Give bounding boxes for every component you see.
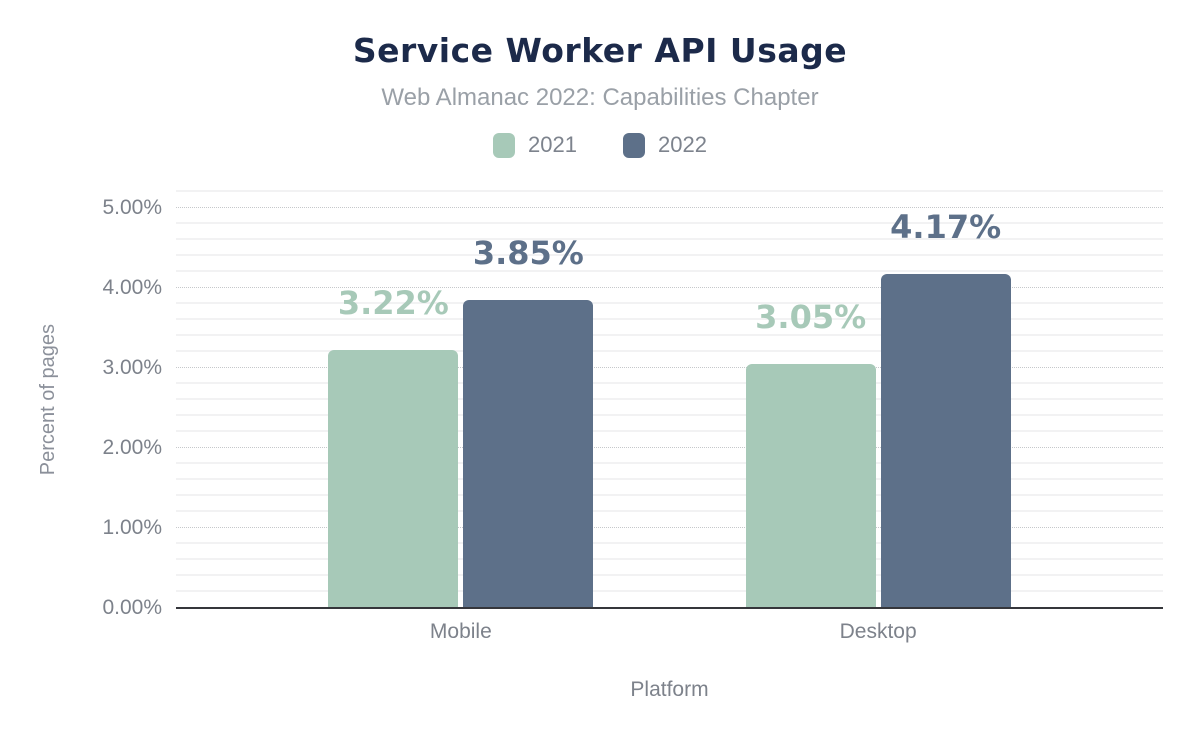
bar-2021-desktop[interactable] — [745, 364, 876, 608]
x-axis-line — [176, 606, 1163, 609]
bar-group-mobile: 3.22% 3.85% — [328, 192, 594, 608]
legend-item-2021[interactable]: 2021 — [493, 132, 577, 158]
bar-2021-mobile[interactable] — [328, 350, 459, 608]
x-axis-title: Platform — [630, 678, 709, 701]
legend-swatch-2022 — [623, 132, 645, 158]
x-tick-label-desktop: Desktop — [839, 620, 917, 643]
bar-slot: 3.85% — [463, 192, 594, 608]
bar-slot: 3.05% — [745, 192, 876, 608]
minor-gridline — [176, 558, 1163, 560]
chart-subtitle: Web Almanac 2022: Capabilities Chapter — [381, 84, 819, 112]
minor-gridline — [176, 414, 1163, 416]
x-axis-labels: Mobile Desktop — [176, 620, 1163, 644]
major-gridline — [176, 367, 1163, 368]
minor-gridline — [176, 590, 1163, 592]
minor-gridline — [176, 510, 1163, 512]
minor-gridline — [176, 382, 1163, 384]
chart-title: Service Worker API Usage — [352, 31, 848, 70]
y-tick-label: 3.00% — [102, 356, 162, 379]
bar-slot: 4.17% — [880, 192, 1011, 608]
minor-gridline — [176, 462, 1163, 464]
bar-2022-desktop[interactable] — [880, 274, 1011, 608]
y-tick-label: 4.00% — [102, 276, 162, 299]
legend-label: 2022 — [658, 132, 707, 158]
y-tick-label: 2.00% — [102, 436, 162, 459]
legend-label: 2021 — [528, 132, 577, 158]
plot-area: 3.22% 3.85% 3.05% 4.17% — [176, 190, 1163, 609]
legend: 2021 2022 — [0, 132, 1200, 158]
x-tick-label-mobile: Mobile — [429, 620, 492, 643]
minor-gridline — [176, 222, 1163, 224]
bar-value-label-2021-mobile: 3.22% — [337, 284, 449, 323]
bar-value-label-2021-desktop: 3.05% — [755, 298, 867, 336]
bar-slot: 3.22% — [328, 192, 459, 608]
major-gridline — [176, 447, 1163, 448]
minor-gridline — [176, 318, 1163, 320]
minor-gridline — [176, 398, 1163, 400]
minor-gridline — [176, 430, 1163, 432]
bar-group-desktop: 3.05% 4.17% — [745, 192, 1011, 608]
bar-2022-mobile[interactable] — [463, 300, 594, 608]
minor-gridline — [176, 542, 1163, 544]
minor-gridline — [176, 494, 1163, 496]
legend-swatch-2021 — [493, 132, 516, 158]
y-tick-label: 5.00% — [102, 196, 162, 219]
minor-gridline — [176, 238, 1163, 240]
bar-value-label-2022-mobile: 3.85% — [472, 234, 584, 272]
major-gridline — [176, 207, 1163, 208]
y-axis: 0.00% 1.00% 2.00% 3.00% 4.00% 5.00% — [0, 192, 162, 619]
y-tick-label: 0.00% — [102, 596, 162, 619]
minor-gridline — [176, 302, 1163, 304]
minor-gridline — [176, 478, 1163, 480]
minor-gridline — [176, 574, 1163, 576]
legend-item-2022[interactable]: 2022 — [623, 132, 707, 158]
y-tick-label: 1.00% — [102, 516, 162, 539]
minor-gridline — [176, 350, 1163, 352]
minor-gridline — [176, 334, 1163, 336]
minor-gridline — [176, 254, 1163, 256]
minor-gridline — [176, 190, 1163, 192]
minor-gridline — [176, 270, 1163, 272]
major-gridline — [176, 287, 1163, 288]
bar-value-label-2022-desktop: 4.17% — [890, 208, 1002, 247]
bar-groups: 3.22% 3.85% 3.05% 4.17% — [176, 192, 1163, 608]
major-gridline — [176, 527, 1163, 528]
